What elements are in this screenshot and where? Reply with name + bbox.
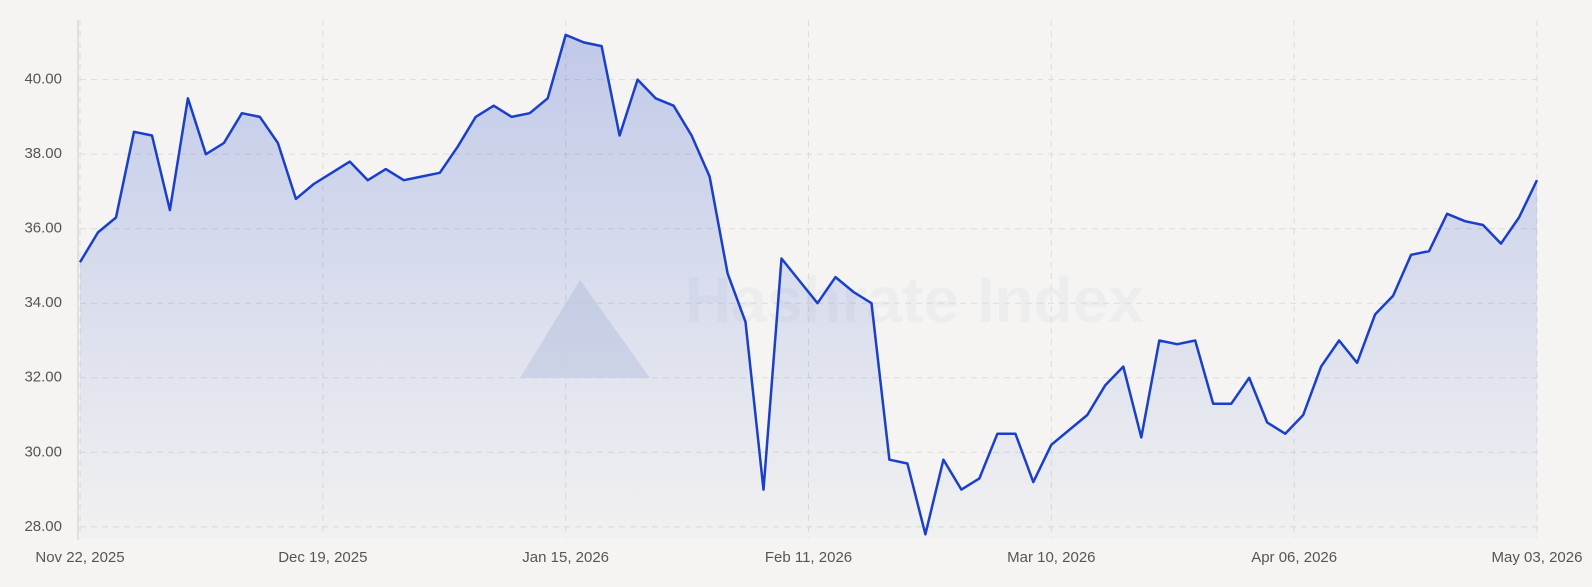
y-tick-label: 40.00 [24, 71, 62, 88]
y-tick-label: 34.00 [24, 294, 62, 311]
watermark-text: Hashrate Index [685, 264, 1144, 336]
x-tick-label: Jan 15, 2026 [522, 549, 609, 566]
y-tick-label: 36.00 [24, 220, 62, 237]
y-tick-label: 38.00 [24, 145, 62, 162]
x-tick-label: Mar 10, 2026 [1007, 549, 1095, 566]
y-tick-label: 30.00 [24, 443, 62, 460]
x-tick-label: Feb 11, 2026 [765, 549, 852, 566]
line [78, 33, 1539, 536]
x-tick-label: Nov 22, 2025 [35, 549, 124, 566]
x-tick-label: Apr 06, 2026 [1251, 549, 1337, 566]
x-tick-label: May 03, 2026 [1492, 549, 1583, 566]
y-tick-label: 32.00 [24, 369, 62, 386]
x-tick-label: Dec 19, 2025 [278, 549, 367, 566]
y-tick-label: 28.00 [24, 518, 62, 535]
area-fill [80, 34, 1537, 539]
